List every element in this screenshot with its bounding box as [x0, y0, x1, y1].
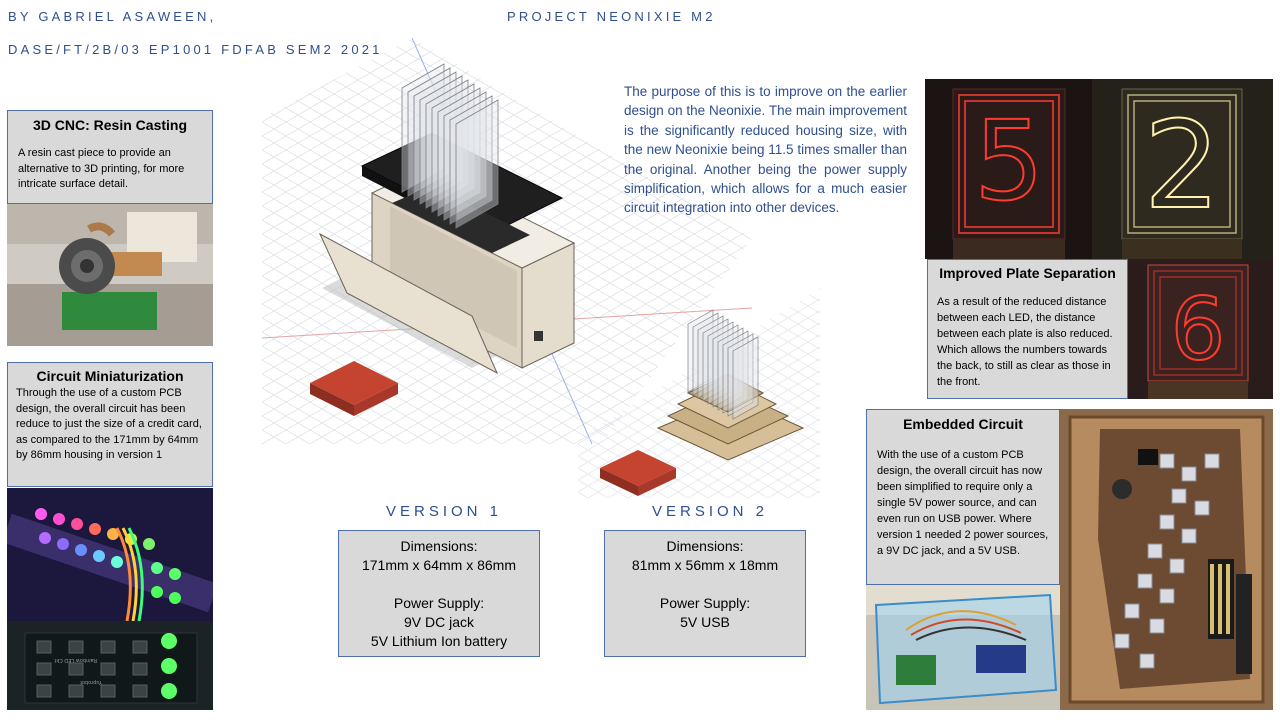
version1-spec-box: Dimensions: 171mm x 64mm x 86mm Power Su…: [338, 530, 540, 657]
project-title: PROJECT NEONIXIE M2: [507, 9, 716, 24]
embedded-circuit-title: Embedded Circuit: [903, 416, 1023, 432]
led-row-1: [35, 508, 155, 550]
resin-casting-card: 3D CNC: Resin Casting A resin cast piece…: [7, 110, 213, 204]
circuit-miniaturization-text: Through the use of a custom PCB design, …: [16, 387, 202, 461]
version1-power-dc-jack: 9V DC jack: [403, 614, 475, 630]
version1-power-battery: 5V Lithium Ion battery: [370, 633, 508, 649]
circuit-miniaturization-title: Circuit Miniaturization: [36, 368, 184, 384]
version1-dimensions-value: 171mm x 64mm x 86mm: [361, 557, 517, 573]
plate-separation-title: Improved Plate Separation: [939, 265, 1116, 281]
nixie-digit-2: 2: [1144, 97, 1220, 236]
pcb-silk-label-2: Yuprobot: [80, 679, 103, 685]
pcb-matrix-photo: Rainbow LED Ckt Yuprobot: [7, 621, 213, 710]
author-line: BY GABRIEL ASAWEEN,: [8, 9, 217, 24]
version2-dimensions-value: 81mm x 56mm x 18mm: [631, 557, 779, 573]
led-strip-photo: [7, 488, 213, 621]
nixie-digit-6: 6: [1171, 280, 1226, 380]
acrylic-box-circuit-photo: [866, 585, 1060, 710]
version1-spacer: [339, 575, 539, 594]
embedded-circuit-card: Embedded Circuit With the use of a custo…: [866, 409, 1060, 585]
plate-separation-card: Improved Plate Separation As a result of…: [927, 259, 1128, 399]
version1-dimensions-heading: Dimensions:: [400, 538, 478, 554]
embedded-pcb-photo: [1060, 409, 1273, 710]
version1-label: VERSION 1: [386, 503, 503, 520]
embedded-circuit-text: With the use of a custom PCB design, the…: [877, 449, 1049, 557]
resin-casting-text: A resin cast piece to provide an alterna…: [18, 147, 185, 190]
version1-power-heading: Power Supply:: [393, 595, 485, 611]
plate-separation-text: As a result of the reduced distance betw…: [937, 296, 1113, 388]
led-row-2: [39, 532, 181, 580]
nixie-digit-5: 5: [974, 97, 1044, 225]
version2-spec-box: Dimensions: 81mm x 56mm x 18mm Power Sup…: [604, 530, 806, 657]
intro-paragraph: The purpose of this is to improve on the…: [624, 84, 907, 216]
version2-power-heading: Power Supply:: [659, 595, 751, 611]
nixie-digit-5-photo: 5: [925, 79, 1092, 259]
resin-cast-photo: [7, 204, 213, 346]
version2-spacer: [605, 575, 805, 594]
pcb-silk-label-1: Rainbow LED Ckt: [54, 657, 97, 663]
nixie-digit-6-photo: 6: [1128, 259, 1273, 399]
resin-casting-title: 3D CNC: Resin Casting: [32, 117, 188, 133]
version1-cad-render: [262, 38, 752, 444]
nixie-digit-2-photo: 2: [1092, 79, 1273, 259]
course-line: DASE/FT/2B/03 EP1001 FDFAB SEM2 2021: [8, 42, 383, 57]
version2-power-usb: 5V USB: [680, 614, 730, 630]
version2-cad-render: [578, 288, 820, 498]
version2-dimensions-heading: Dimensions:: [666, 538, 744, 554]
circuit-miniaturization-card: Circuit Miniaturization Through the use …: [7, 362, 213, 487]
version2-label: VERSION 2: [652, 503, 769, 520]
